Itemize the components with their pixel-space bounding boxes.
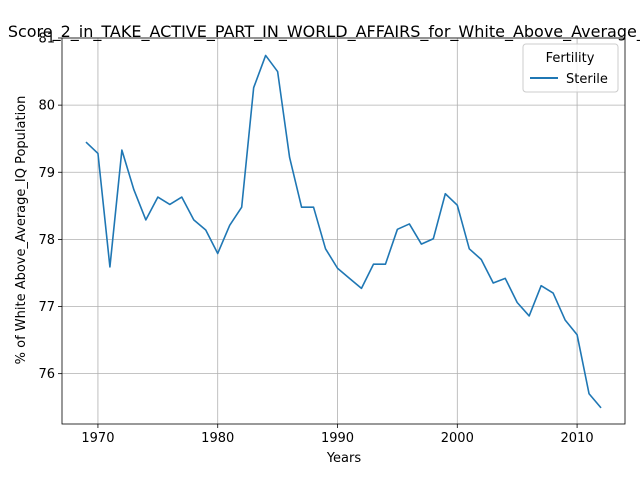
legend: Fertility Sterile: [523, 44, 618, 92]
y-axis-title: % of White Above_Average_IQ Population: [14, 96, 29, 365]
plot-frame: [62, 38, 625, 424]
x-tick-label: 1980: [201, 431, 234, 446]
y-tick-label: 78: [38, 233, 55, 248]
y-tick-label: 79: [38, 166, 55, 181]
grid: [62, 38, 625, 424]
x-axis-ticks: 1970 1980 1990 2000 2010: [81, 424, 593, 446]
x-tick-label: 1970: [81, 431, 114, 446]
series-line-sterile: [86, 55, 601, 407]
x-tick-label: 2000: [441, 431, 474, 446]
y-tick-label: 77: [38, 300, 55, 315]
chart-title: Score_2_in_TAKE_ACTIVE_PART_IN_WORLD_AFF…: [8, 22, 640, 42]
x-axis-title: Years: [326, 451, 362, 466]
legend-label-sterile: Sterile: [566, 72, 608, 87]
x-tick-label: 1990: [321, 431, 354, 446]
y-tick-label: 80: [38, 99, 55, 114]
legend-title: Fertility: [546, 51, 595, 66]
x-tick-label: 2010: [561, 431, 594, 446]
series-layer: [86, 55, 601, 407]
y-tick-label: 76: [38, 367, 55, 382]
